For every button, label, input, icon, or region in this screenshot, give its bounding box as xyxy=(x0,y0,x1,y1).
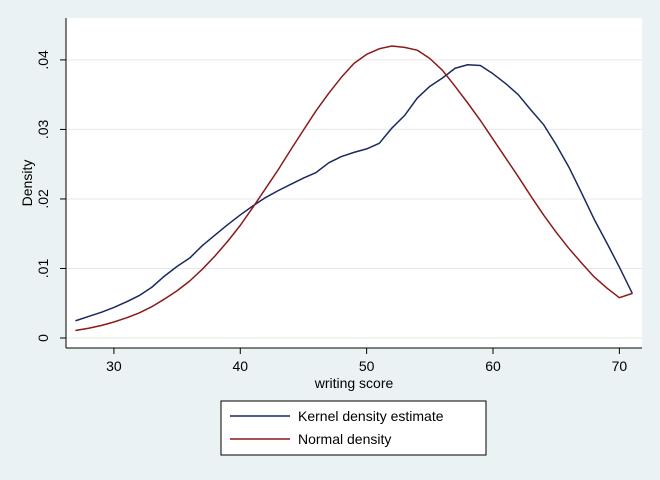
x-tick-label-2: 50 xyxy=(359,358,375,374)
y-axis: 0 .01 .02 .03 .04 xyxy=(35,18,67,348)
series-lines xyxy=(75,45,633,332)
x-tick-label-4: 70 xyxy=(612,358,628,374)
plot-area xyxy=(66,18,642,348)
y-tick-label-3: .03 xyxy=(35,119,51,139)
y-axis-title: Density xyxy=(19,160,35,207)
legend-label-kernel: Kernel density estimate xyxy=(298,408,444,424)
y-tick-label-2: .02 xyxy=(35,189,51,209)
x-tick-label-0: 30 xyxy=(106,358,122,374)
x-tick-label-1: 40 xyxy=(232,358,248,374)
y-tick-label-0: 0 xyxy=(35,334,51,342)
series-line-0 xyxy=(75,64,633,322)
x-axis-title: writing score xyxy=(314,375,394,391)
x-tick-label-3: 60 xyxy=(485,358,501,374)
legend: Kernel density estimate Normal density xyxy=(220,400,487,456)
y-tick-label-4: .04 xyxy=(35,50,51,70)
legend-label-normal: Normal density xyxy=(298,431,391,447)
series-line-1 xyxy=(75,45,633,332)
x-axis: 30 40 50 60 70 xyxy=(66,347,642,374)
y-tick-label-1: .01 xyxy=(35,259,51,279)
legend-box xyxy=(220,400,487,456)
